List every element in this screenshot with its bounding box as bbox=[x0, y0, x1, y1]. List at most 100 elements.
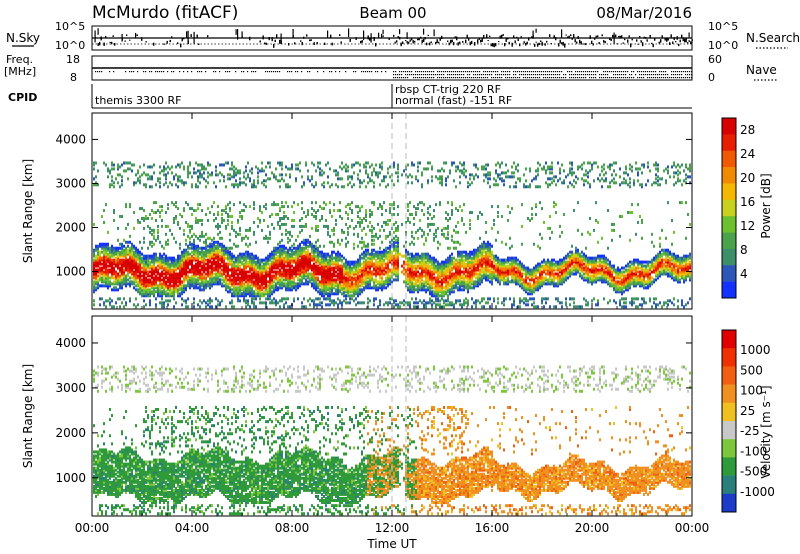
power-cell bbox=[241, 215, 243, 219]
power-cell bbox=[411, 230, 413, 234]
power-cell bbox=[299, 264, 301, 268]
power-cell bbox=[253, 230, 255, 234]
power-cell bbox=[293, 242, 295, 246]
power-cell bbox=[345, 163, 347, 167]
power-cell bbox=[373, 266, 375, 270]
power-cell bbox=[385, 236, 387, 240]
nave-sample bbox=[491, 74, 493, 76]
power-cell bbox=[161, 286, 163, 290]
power-cell bbox=[345, 282, 347, 286]
power-cell bbox=[269, 232, 271, 236]
power-cell bbox=[181, 270, 183, 274]
power-cell bbox=[325, 254, 327, 258]
power-cell bbox=[199, 252, 201, 256]
nave-sample bbox=[145, 71, 147, 73]
power-cell bbox=[411, 234, 413, 238]
power-cell bbox=[275, 303, 277, 307]
nave-sample bbox=[453, 71, 455, 73]
nave-sample bbox=[579, 71, 581, 73]
power-cell bbox=[249, 228, 251, 232]
power-cell bbox=[243, 270, 245, 274]
nave-sample bbox=[505, 74, 507, 76]
power-cell bbox=[195, 280, 197, 284]
power-cell bbox=[97, 262, 99, 266]
power-cell bbox=[221, 220, 223, 224]
power-cell bbox=[395, 228, 397, 232]
power-cell bbox=[405, 220, 407, 224]
power-cell bbox=[211, 250, 213, 254]
power-cell bbox=[355, 268, 357, 272]
nave-sample bbox=[549, 71, 551, 73]
power-cell bbox=[323, 256, 325, 260]
power-cell bbox=[287, 216, 289, 220]
power-cell bbox=[225, 256, 227, 260]
nave-sample bbox=[395, 74, 397, 76]
power-cell bbox=[393, 163, 395, 167]
power-cell bbox=[341, 216, 343, 220]
power-cell bbox=[259, 220, 261, 224]
power-cell bbox=[323, 292, 325, 296]
power-cell bbox=[279, 299, 281, 303]
power-cell bbox=[275, 284, 277, 288]
power-cell bbox=[155, 238, 157, 242]
power-cell bbox=[225, 248, 227, 252]
power-cell bbox=[197, 268, 199, 272]
power-cell bbox=[317, 248, 319, 252]
power-cell bbox=[151, 264, 153, 268]
power-cell bbox=[267, 294, 269, 298]
power-cell bbox=[263, 179, 265, 183]
power-cell bbox=[201, 250, 203, 254]
nave-sample bbox=[365, 71, 367, 73]
power-cell bbox=[207, 248, 209, 252]
power-cell bbox=[371, 213, 373, 217]
power-cell bbox=[295, 272, 297, 276]
power-cell bbox=[351, 266, 353, 270]
power-cell bbox=[253, 266, 255, 270]
power-cell bbox=[313, 185, 315, 189]
power-cell bbox=[277, 248, 279, 252]
power-cell bbox=[145, 278, 147, 282]
power-cell bbox=[235, 278, 237, 282]
power-cell bbox=[207, 181, 209, 185]
power-cell bbox=[359, 274, 361, 278]
power-cell bbox=[347, 240, 349, 244]
power-cell bbox=[205, 278, 207, 282]
power-cell bbox=[169, 276, 171, 280]
power-cell bbox=[215, 268, 217, 272]
nsky-sample bbox=[549, 34, 551, 37]
power-cell bbox=[313, 266, 315, 270]
power-cell bbox=[103, 244, 105, 248]
power-cell bbox=[389, 211, 391, 215]
power-cell bbox=[315, 280, 317, 284]
power-cell bbox=[259, 272, 261, 276]
nsky-sample bbox=[661, 35, 663, 39]
power-cell bbox=[233, 203, 235, 207]
power-cell bbox=[157, 209, 159, 213]
power-cell bbox=[249, 177, 251, 181]
nave-sample bbox=[173, 71, 175, 73]
power-cell bbox=[303, 242, 305, 246]
power-cell bbox=[271, 286, 273, 290]
power-cell bbox=[95, 278, 97, 282]
power-cell bbox=[103, 280, 105, 284]
power-cell bbox=[269, 272, 271, 276]
power-cell bbox=[411, 254, 413, 258]
power-cell bbox=[289, 167, 291, 171]
power-cell bbox=[361, 278, 363, 282]
nave-sample bbox=[455, 71, 457, 73]
nave-sample bbox=[671, 77, 673, 79]
power-cell bbox=[341, 228, 343, 232]
nave-sample bbox=[501, 71, 503, 73]
power-cell bbox=[277, 161, 279, 165]
power-cell bbox=[321, 282, 323, 286]
power-cell bbox=[263, 276, 265, 280]
power-cell bbox=[129, 299, 131, 303]
power-cell bbox=[381, 262, 383, 266]
power-cell bbox=[179, 272, 181, 276]
power-cell bbox=[97, 258, 99, 262]
power-cell bbox=[257, 280, 259, 284]
power-cell bbox=[297, 254, 299, 258]
power-cell bbox=[279, 258, 281, 262]
power-cell bbox=[275, 288, 277, 292]
